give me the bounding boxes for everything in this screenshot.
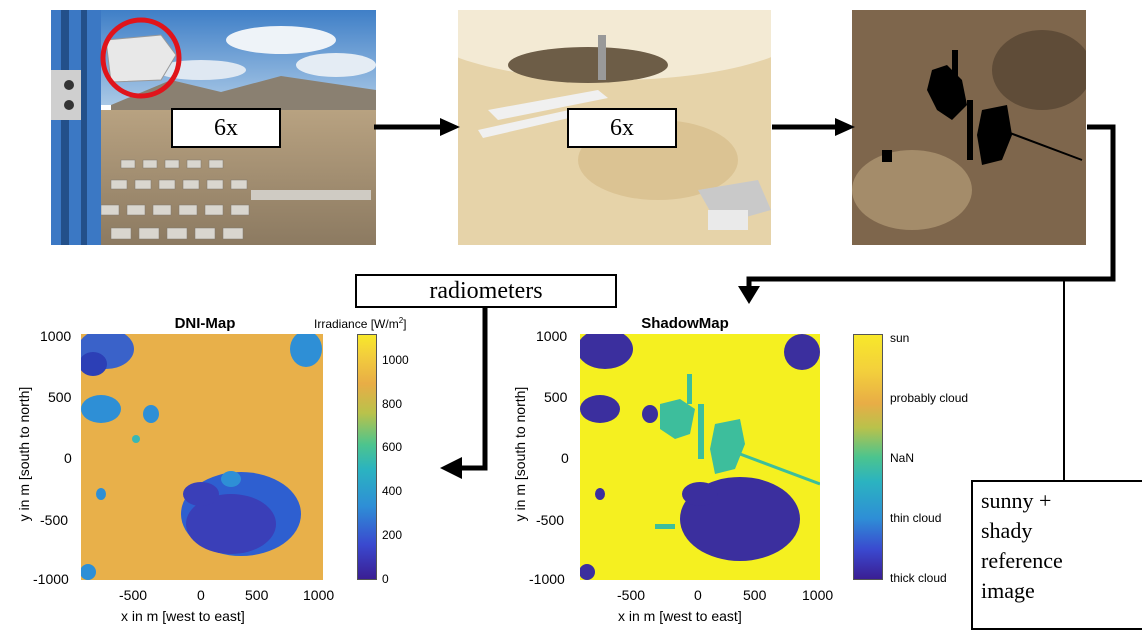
reference-line-4: image: [981, 578, 1035, 603]
shadow-map-plot: [580, 334, 820, 580]
shadow-xtick-neg500: -500: [617, 587, 646, 603]
shadow-cbtick-sun: sun: [890, 331, 910, 345]
shadow-xtick-0: 0: [694, 587, 702, 603]
dni-ytick-1000: 1000: [40, 328, 72, 344]
shadow-colorbar: [853, 334, 883, 580]
projected-image-photo: [852, 10, 1086, 245]
shadow-xtick-500: 500: [743, 587, 767, 603]
shadow-ylabel: y in m [south to north]: [512, 386, 528, 522]
shadow-cbtick-thin-cloud: thin cloud: [890, 511, 942, 525]
shadow-cbtick-thick-cloud: thick cloud: [890, 571, 947, 585]
reference-line-2: shady: [981, 518, 1033, 543]
shadow-xlabel: x in m [west to east]: [618, 608, 742, 624]
fisheye-photo: [458, 10, 771, 245]
shadow-xtick-1000: 1000: [802, 587, 834, 603]
dni-xtick-1000: 1000: [303, 587, 335, 603]
dni-ytick-neg1000: -1000: [33, 571, 69, 587]
dni-map-plot: [81, 334, 323, 580]
dni-ytick-neg500: -500: [40, 512, 69, 528]
dni-xtick-500: 500: [245, 587, 269, 603]
dni-xtick-0: 0: [197, 587, 205, 603]
dni-ytick-0: 0: [64, 450, 72, 466]
shadow-ytick-neg1000: -1000: [529, 571, 565, 587]
camera-tower-photo: [51, 10, 376, 245]
multiply-label-1: 6x: [171, 108, 281, 148]
dni-map-title: DNI-Map: [174, 315, 236, 332]
dni-xtick-neg500: -500: [119, 587, 148, 603]
shadow-ytick-500: 500: [544, 389, 568, 405]
shadow-ytick-neg500: -500: [536, 512, 565, 528]
shadow-cbtick-probably-cloud: probably cloud: [890, 391, 969, 405]
dni-cbtick-400: 400: [382, 484, 403, 498]
dni-cbtick-800: 800: [382, 397, 403, 411]
shadow-cbtick-nan: NaN: [890, 451, 915, 465]
shadow-ytick-1000: 1000: [536, 328, 568, 344]
dni-cbtick-0: 0: [382, 572, 389, 586]
reference-image-label: sunny + shady reference image: [971, 480, 1142, 630]
dni-cbtick-200: 200: [382, 528, 403, 542]
dni-cbtick-600: 600: [382, 440, 403, 454]
reference-line-3: reference: [981, 548, 1063, 573]
dni-cbtick-1000: 1000: [382, 353, 409, 367]
dni-xlabel: x in m [west to east]: [121, 608, 245, 624]
radiometers-label: radiometers: [355, 274, 617, 308]
dni-colorbar-title: Irradiance [W/m2]: [314, 316, 407, 331]
shadow-map-title: ShadowMap: [641, 315, 729, 332]
dni-colorbar: [357, 334, 377, 580]
shadow-ytick-0: 0: [561, 450, 569, 466]
reference-line-1: sunny +: [981, 488, 1052, 513]
dni-ylabel: y in m [south to north]: [16, 386, 32, 522]
dni-ytick-500: 500: [48, 389, 72, 405]
multiply-label-2: 6x: [567, 108, 677, 148]
